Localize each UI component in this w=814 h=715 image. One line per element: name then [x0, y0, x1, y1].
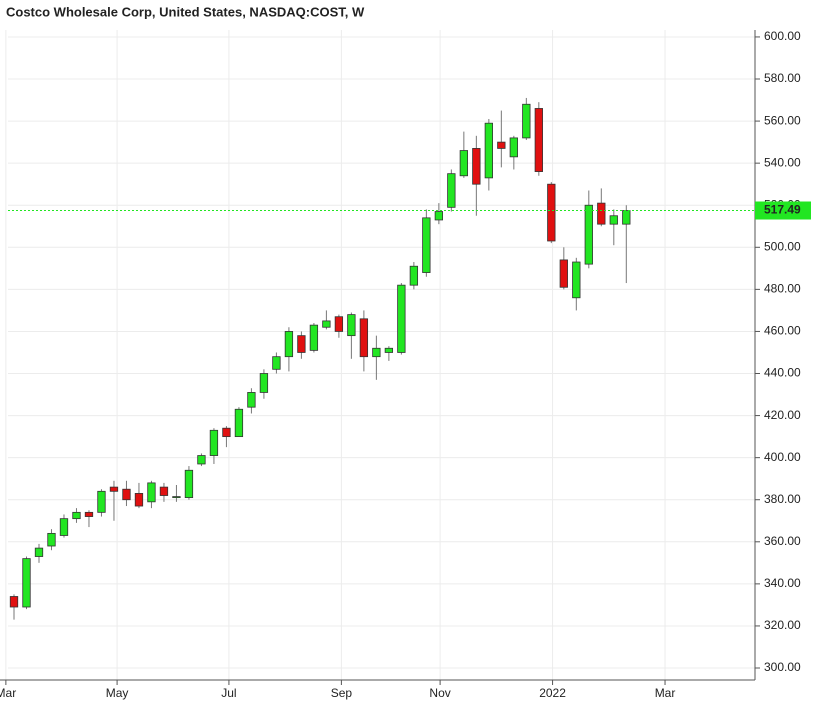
- candle-body: [234, 408, 244, 438]
- y-tick-label: 340.00: [764, 576, 801, 590]
- y-tick-label: 380.00: [764, 492, 801, 506]
- candle-body: [572, 261, 581, 299]
- y-tick-label: 600.00: [764, 29, 801, 43]
- y-tick-label: 460.00: [764, 324, 801, 338]
- candle-body: [584, 204, 593, 265]
- candle-body: [384, 347, 394, 353]
- y-tick-label: 440.00: [764, 366, 801, 380]
- x-tick-label: May: [106, 686, 129, 700]
- y-tick-label: 360.00: [764, 534, 801, 548]
- y-tick-label: 500.00: [764, 239, 801, 253]
- candle-body: [47, 532, 56, 547]
- candle-body: [172, 496, 181, 499]
- y-tick-label: 540.00: [764, 155, 801, 169]
- candle-body: [547, 183, 556, 242]
- candle-body: [59, 518, 69, 536]
- candle-body: [522, 103, 531, 139]
- candle-body: [284, 331, 294, 358]
- chart-title: Costco Wholesale Corp, United States, NA…: [6, 4, 365, 19]
- candle-body: [484, 122, 493, 179]
- y-tick-label: 400.00: [764, 450, 801, 464]
- candle-body: [372, 347, 381, 358]
- x-tick-label: 2022: [539, 686, 566, 700]
- candle-body: [34, 547, 44, 557]
- y-tick-label: 320.00: [764, 618, 801, 632]
- candle-body: [334, 316, 344, 332]
- x-tick-label: Sep: [331, 686, 353, 700]
- x-tick-label: Mar: [655, 686, 676, 700]
- candle-body: [434, 211, 444, 221]
- candle-body: [134, 493, 144, 507]
- candle-body: [209, 429, 219, 456]
- candle-body: [184, 469, 194, 499]
- x-tick-label: Jul: [221, 686, 236, 700]
- candle-body: [622, 210, 631, 225]
- candle-body: [122, 488, 131, 501]
- candle-body: [409, 265, 419, 286]
- candle-body: [322, 320, 331, 328]
- x-tick-label: Mar: [0, 686, 16, 700]
- y-tick-label: 300.00: [764, 660, 801, 674]
- candle-body: [559, 259, 568, 288]
- candle-body: [72, 511, 81, 520]
- y-tick-label: 580.00: [764, 71, 801, 85]
- candle-body: [347, 314, 356, 337]
- candle-body: [397, 284, 406, 353]
- candle-body: [272, 356, 281, 370]
- candle-body: [197, 455, 206, 465]
- candle-body: [159, 486, 169, 496]
- last-price-label: 517.49: [764, 203, 801, 217]
- last-price-box: [755, 201, 811, 220]
- candle-body: [109, 486, 119, 492]
- candle-body: [422, 217, 431, 273]
- candle-body: [459, 150, 468, 177]
- y-tick-label: 560.00: [764, 113, 801, 127]
- candle-body: [309, 324, 319, 351]
- candle-body: [22, 558, 31, 608]
- candle-body: [259, 373, 269, 393]
- candle-body: [297, 335, 306, 353]
- candle-body: [497, 141, 506, 149]
- y-tick-label: 480.00: [764, 282, 801, 296]
- x-tick-label: Nov: [429, 686, 450, 700]
- candle-body: [509, 137, 518, 158]
- candle-body: [472, 148, 481, 185]
- candle-body: [147, 482, 156, 503]
- candle-body: [247, 392, 256, 408]
- candle-body: [97, 490, 106, 513]
- y-tick-label: 420.00: [764, 408, 801, 422]
- candle-body: [9, 596, 19, 608]
- candle-body: [359, 318, 369, 358]
- candle-body: [597, 202, 606, 225]
- candle-body: [609, 215, 618, 225]
- candle-body: [222, 427, 231, 438]
- candle-body: [534, 108, 543, 172]
- candle-body: [447, 173, 456, 208]
- candle-body: [84, 511, 94, 517]
